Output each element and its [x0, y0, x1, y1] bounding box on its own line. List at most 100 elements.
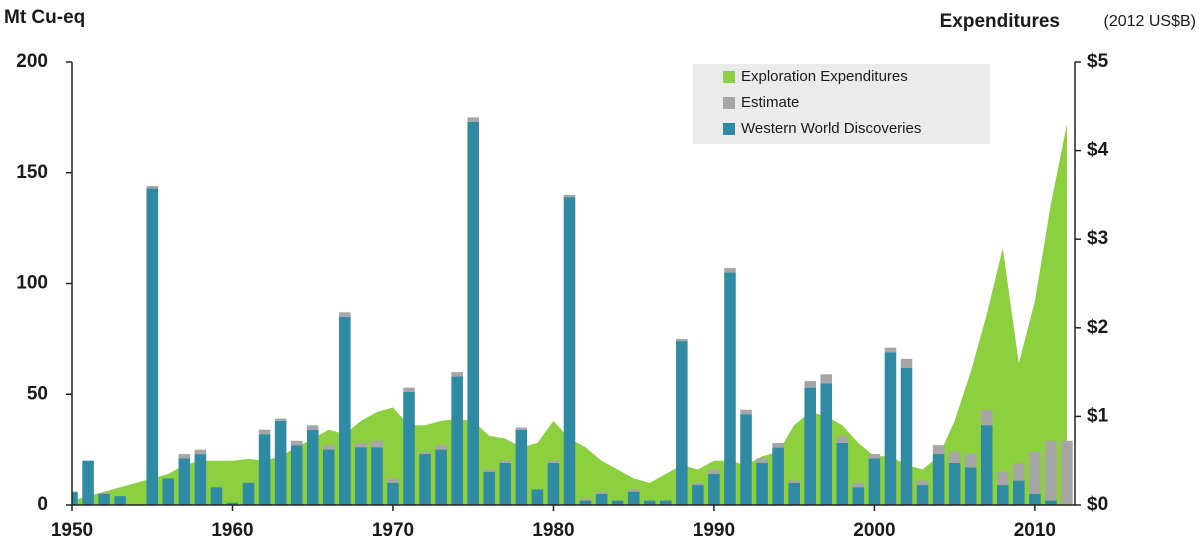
bar — [114, 496, 126, 505]
bar — [579, 500, 592, 505]
bar — [435, 449, 447, 505]
bar — [836, 436, 849, 443]
bar — [948, 462, 961, 505]
bar — [579, 498, 592, 501]
bar — [563, 197, 576, 506]
bar — [419, 454, 431, 505]
bar — [756, 462, 768, 505]
bar — [788, 482, 800, 505]
y2-tick-label: $3 — [1087, 228, 1108, 249]
bar — [274, 418, 287, 421]
plot-area — [72, 117, 1073, 506]
bar — [563, 194, 576, 198]
bar — [98, 492, 110, 494]
y-tick-label: 200 — [16, 51, 48, 72]
legend-swatch — [723, 97, 735, 109]
bar — [804, 387, 816, 505]
right-axis-unit: (2012 US$B) — [1104, 13, 1197, 30]
bar — [515, 429, 528, 505]
bar — [868, 458, 881, 505]
bar — [595, 493, 608, 505]
bar — [371, 440, 383, 448]
bar — [932, 454, 945, 505]
bar — [371, 447, 383, 505]
bar — [451, 376, 463, 505]
legend-box — [693, 64, 990, 144]
bar — [852, 482, 865, 488]
bar — [980, 409, 993, 426]
y-tick-label: 150 — [16, 162, 48, 183]
bar — [724, 267, 736, 273]
bar — [804, 380, 816, 388]
bar — [467, 121, 479, 506]
x-tick-label: 1990 — [693, 520, 735, 541]
bar — [916, 485, 929, 505]
bar — [322, 449, 335, 505]
bar — [435, 445, 447, 450]
bar — [772, 447, 784, 505]
bar — [387, 478, 399, 483]
bar — [274, 420, 287, 505]
y2-tick-label: $4 — [1087, 140, 1109, 161]
bar — [403, 387, 415, 393]
bar — [643, 500, 656, 505]
bar — [515, 427, 528, 430]
bar — [884, 352, 897, 505]
bar — [483, 471, 496, 505]
bar — [290, 440, 303, 446]
bar — [611, 500, 624, 505]
bar — [900, 367, 913, 505]
bar — [788, 480, 800, 483]
bar — [194, 449, 207, 455]
bar — [1013, 480, 1025, 505]
bar — [740, 414, 752, 505]
bar — [676, 338, 688, 342]
bar — [708, 469, 720, 474]
bar — [146, 188, 159, 505]
bar — [852, 487, 865, 505]
bar — [258, 434, 271, 505]
bar — [467, 117, 479, 122]
bar — [1029, 493, 1041, 505]
bar — [708, 473, 720, 505]
bar — [659, 500, 672, 505]
x-tick-label: 1980 — [532, 520, 574, 541]
bar — [162, 478, 175, 505]
bar — [146, 186, 159, 189]
y-tick-label: 50 — [27, 383, 48, 404]
bar — [627, 491, 640, 505]
legend-swatch — [723, 123, 735, 135]
bar — [900, 358, 913, 368]
bar — [595, 491, 608, 494]
bar — [194, 454, 207, 505]
bar — [339, 312, 351, 317]
bar — [692, 482, 704, 486]
bar — [724, 272, 736, 505]
bar — [483, 469, 496, 472]
legend-label: Exploration Expenditures — [741, 68, 908, 85]
bar — [178, 458, 191, 505]
bar — [403, 392, 415, 505]
left-axis-label: Mt Cu-eq — [4, 7, 85, 28]
bar — [1029, 451, 1041, 494]
y2-tick-label: $5 — [1087, 51, 1109, 72]
bar — [258, 429, 271, 435]
bar — [339, 316, 351, 505]
bar — [980, 425, 993, 505]
bar — [355, 447, 367, 505]
x-tick-label: 2000 — [853, 520, 895, 541]
bar — [772, 442, 784, 448]
bar — [499, 462, 512, 505]
bar — [676, 341, 688, 505]
bar — [419, 451, 431, 455]
x-tick-label: 1970 — [372, 520, 414, 541]
y-tick-label: 100 — [16, 273, 48, 294]
right-axis-label: Expenditures — [940, 11, 1060, 32]
bar — [740, 409, 752, 415]
x-tick-label: 1960 — [211, 520, 253, 541]
bar — [836, 442, 849, 505]
bar — [1061, 440, 1073, 505]
bar — [884, 347, 897, 353]
bar — [997, 485, 1009, 505]
bar — [868, 454, 881, 459]
